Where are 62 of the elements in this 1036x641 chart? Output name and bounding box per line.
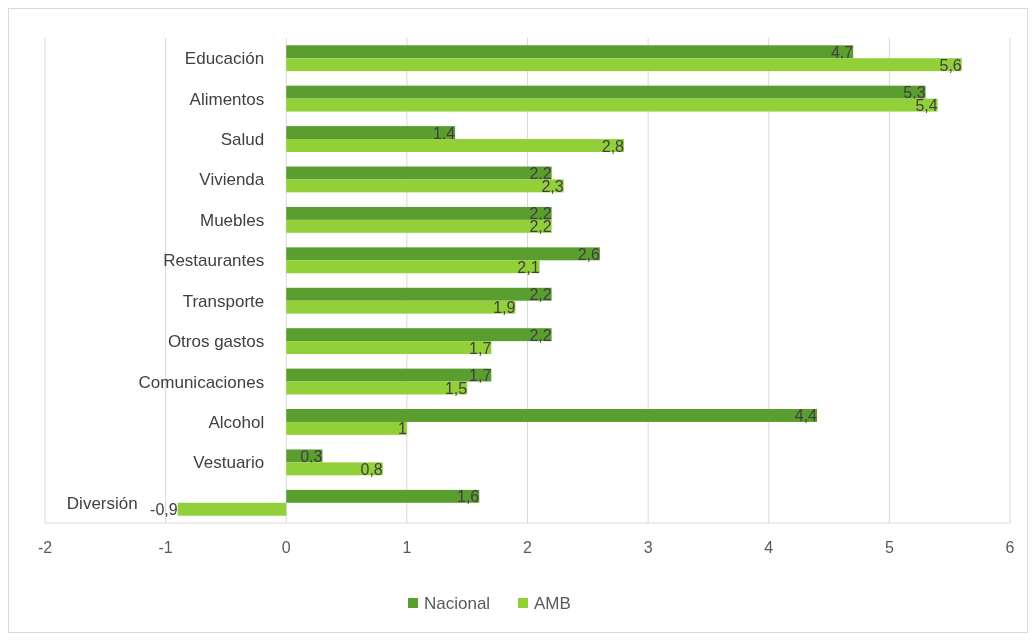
bar bbox=[286, 409, 817, 422]
bar bbox=[286, 489, 480, 503]
bar bbox=[286, 219, 552, 233]
bar bbox=[286, 45, 854, 59]
x-tick-label: 6 bbox=[1005, 539, 1015, 556]
y-tick-label: Comunicaciones bbox=[138, 372, 265, 392]
data-label: 0,3 bbox=[300, 447, 323, 465]
bar bbox=[286, 247, 600, 261]
bar bbox=[286, 98, 938, 112]
y-tick-label: Vestuario bbox=[193, 453, 265, 473]
data-label: 1,5 bbox=[444, 380, 468, 398]
bar bbox=[286, 126, 456, 140]
data-label: -0,9 bbox=[150, 501, 178, 519]
data-label: 2,8 bbox=[601, 137, 625, 155]
x-tick-label: 4 bbox=[764, 539, 774, 556]
y-tick-label: Alcohol bbox=[208, 412, 265, 432]
data-label: 1,6 bbox=[457, 488, 480, 506]
y-tick-label: Transporte bbox=[182, 291, 265, 311]
x-tick-label: -2 bbox=[37, 539, 53, 556]
data-label: 2,1 bbox=[517, 258, 540, 276]
data-label: 1 bbox=[397, 420, 407, 438]
legend-label: AMB bbox=[534, 594, 571, 613]
bar bbox=[286, 85, 926, 99]
y-tick-label: Otros gastos bbox=[167, 332, 265, 352]
data-label: 1,4 bbox=[432, 124, 456, 142]
data-label: 4,7 bbox=[830, 43, 854, 61]
bar bbox=[286, 300, 516, 314]
bar bbox=[286, 328, 552, 342]
x-tick-label: 0 bbox=[281, 539, 291, 556]
data-label: 0,8 bbox=[360, 460, 383, 478]
x-tick-label: 2 bbox=[523, 539, 533, 556]
bar bbox=[177, 502, 287, 516]
bar bbox=[286, 462, 383, 476]
data-label: 2,2 bbox=[529, 286, 552, 304]
y-tick-label: Muebles bbox=[199, 210, 265, 230]
bar bbox=[286, 341, 492, 355]
y-tick-label: Educación bbox=[184, 49, 265, 69]
x-tick-label: 3 bbox=[643, 539, 653, 556]
legend-label: Nacional bbox=[424, 594, 491, 613]
data-label: 4,4 bbox=[794, 407, 818, 425]
data-label: 1,7 bbox=[469, 339, 492, 357]
bar bbox=[286, 139, 624, 152]
bar bbox=[286, 368, 492, 382]
data-label: 1,7 bbox=[469, 367, 492, 385]
data-label: 5,6 bbox=[939, 56, 962, 74]
y-tick-label: Diversión bbox=[66, 493, 138, 513]
bar bbox=[286, 260, 540, 274]
y-tick-label: Restaurantes bbox=[163, 251, 265, 271]
bar bbox=[286, 421, 407, 435]
data-label: 2,2 bbox=[529, 326, 552, 344]
data-label: 1,9 bbox=[493, 299, 516, 317]
y-tick-label: Vivienda bbox=[199, 170, 265, 190]
bar bbox=[286, 179, 564, 193]
data-label: 2,6 bbox=[577, 245, 600, 263]
y-tick-label: Salud bbox=[220, 130, 265, 150]
y-tick-label: Alimentos bbox=[189, 89, 265, 109]
x-tick-label: 5 bbox=[884, 539, 894, 556]
bar bbox=[286, 58, 962, 72]
bar bbox=[286, 206, 552, 220]
x-tick-label: -1 bbox=[158, 539, 173, 556]
x-tick-label: 1 bbox=[402, 539, 412, 556]
bar bbox=[286, 287, 552, 301]
